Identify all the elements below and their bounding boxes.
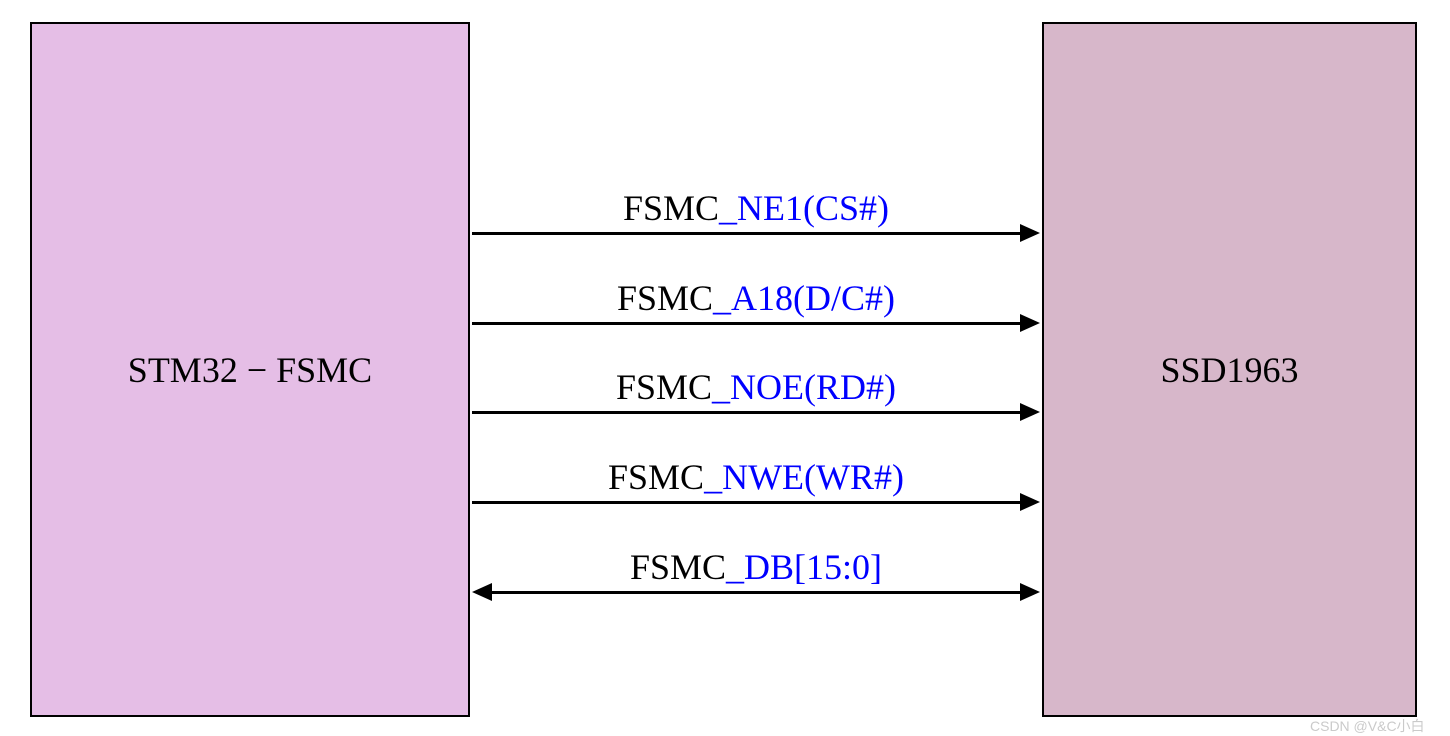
signal-label-prefix: FSMC bbox=[608, 457, 704, 497]
ssd1963-block: SSD1963 bbox=[1042, 22, 1417, 717]
signal-label-separator: _ bbox=[713, 278, 731, 318]
signal-line bbox=[472, 501, 1022, 504]
signal-line bbox=[490, 591, 1022, 594]
signal-label-prefix: FSMC bbox=[617, 278, 713, 318]
signal-line bbox=[472, 232, 1022, 235]
ssd1963-label: SSD1963 bbox=[1160, 349, 1298, 391]
arrowhead-right-icon bbox=[1020, 583, 1040, 601]
arrowhead-right-icon bbox=[1020, 403, 1040, 421]
signal-label-suffix: NWE(WR#) bbox=[722, 457, 904, 497]
signal-label-suffix: NE1(CS#) bbox=[737, 188, 889, 228]
arrowhead-right-icon bbox=[1020, 493, 1040, 511]
signal-label: FSMC_A18(D/C#) bbox=[617, 277, 895, 319]
signal-label: FSMC_NWE(WR#) bbox=[608, 456, 904, 498]
signal-label-separator: _ bbox=[704, 457, 722, 497]
signal-label: FSMC_NOE(RD#) bbox=[616, 366, 896, 408]
arrowhead-right-icon bbox=[1020, 224, 1040, 242]
stm32-fsmc-block: STM32 − FSMC bbox=[30, 22, 470, 717]
signal-label-prefix: FSMC bbox=[630, 547, 726, 587]
signal-label-prefix: FSMC bbox=[616, 367, 712, 407]
signal-label-suffix: A18(D/C#) bbox=[731, 278, 895, 318]
signal-label-suffix: NOE(RD#) bbox=[730, 367, 896, 407]
watermark-text: CSDN @V&C小白 bbox=[1310, 716, 1425, 736]
signal-label-separator: _ bbox=[719, 188, 737, 228]
signal-line bbox=[472, 322, 1022, 325]
signal-line bbox=[472, 411, 1022, 414]
signal-label-prefix: FSMC bbox=[623, 188, 719, 228]
signal-label: FSMC_DB[15:0] bbox=[630, 546, 882, 588]
arrowhead-left-icon bbox=[472, 583, 492, 601]
signal-label-separator: _ bbox=[726, 547, 744, 587]
arrowhead-right-icon bbox=[1020, 314, 1040, 332]
signal-label: FSMC_NE1(CS#) bbox=[623, 187, 889, 229]
signal-label-separator: _ bbox=[712, 367, 730, 407]
stm32-fsmc-label: STM32 − FSMC bbox=[128, 349, 372, 391]
signal-label-suffix: DB[15:0] bbox=[744, 547, 882, 587]
